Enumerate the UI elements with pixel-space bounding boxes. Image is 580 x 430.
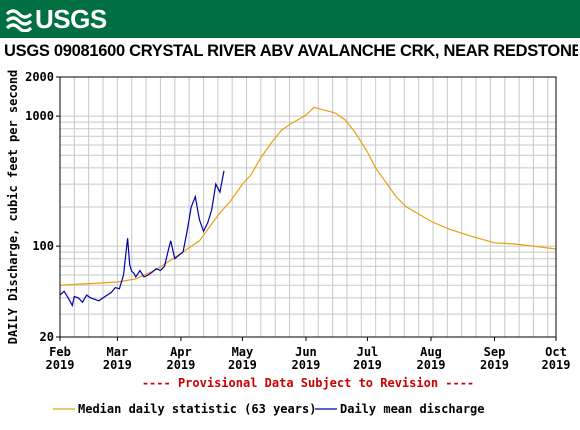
provisional-annotation: ---- Provisional Data Subject to Revisio… bbox=[142, 376, 474, 390]
usgs-header: USGS bbox=[0, 0, 580, 38]
chart-title: USGS 09081600 CRYSTAL RIVER ABV AVALANCH… bbox=[4, 42, 578, 60]
x-tick-year: 2019 bbox=[480, 358, 509, 372]
x-tick-year: 2019 bbox=[353, 358, 382, 372]
y-axis-label: DAILY Discharge, cubic feet per second bbox=[6, 70, 20, 345]
x-tick-label: Oct bbox=[545, 345, 567, 359]
chart-legend: Median daily statistic (63 years) Daily … bbox=[53, 402, 485, 416]
usgs-wave-icon bbox=[6, 6, 32, 32]
x-tick-label: Feb bbox=[49, 345, 71, 359]
x-tick-label: Sep bbox=[484, 345, 506, 359]
x-tick-year: 2019 bbox=[417, 358, 446, 372]
legend-daily-label: Daily mean discharge bbox=[340, 402, 485, 416]
median-series-group bbox=[59, 106, 557, 286]
x-tick-year: 2019 bbox=[228, 358, 257, 372]
x-tick-labels: Feb2019Mar2019Apr2019May2019Jun2019Jul20… bbox=[46, 337, 571, 372]
daily-mean-line bbox=[59, 170, 225, 308]
x-tick-year: 2019 bbox=[46, 358, 75, 372]
x-tick-label: May bbox=[232, 345, 254, 359]
y-tick-label: 100 bbox=[32, 239, 54, 253]
daily-series-group bbox=[59, 170, 225, 308]
y-tick-label: 1000 bbox=[25, 109, 54, 123]
x-tick-year: 2019 bbox=[291, 358, 320, 372]
x-tick-year: 2019 bbox=[166, 358, 195, 372]
x-tick-label: Aug bbox=[420, 345, 442, 359]
chart-grid bbox=[59, 76, 556, 338]
x-tick-label: Jun bbox=[295, 345, 317, 359]
y-tick-label: 2000 bbox=[25, 70, 54, 84]
x-tick-year: 2019 bbox=[103, 358, 132, 372]
usgs-logo[interactable]: USGS bbox=[6, 3, 107, 35]
y-tick-label: 20 bbox=[40, 330, 54, 344]
x-tick-label: Apr bbox=[170, 345, 192, 359]
y-tick-labels: 20 100 1000 2000 bbox=[25, 70, 60, 344]
usgs-logo-text: USGS bbox=[35, 3, 107, 34]
plot-frame bbox=[59, 76, 557, 338]
x-tick-label: Mar bbox=[107, 345, 129, 359]
legend-median-label: Median daily statistic (63 years) bbox=[78, 402, 316, 416]
median-daily-line bbox=[59, 106, 557, 286]
x-tick-label: Jul bbox=[357, 345, 379, 359]
x-tick-year: 2019 bbox=[542, 358, 571, 372]
